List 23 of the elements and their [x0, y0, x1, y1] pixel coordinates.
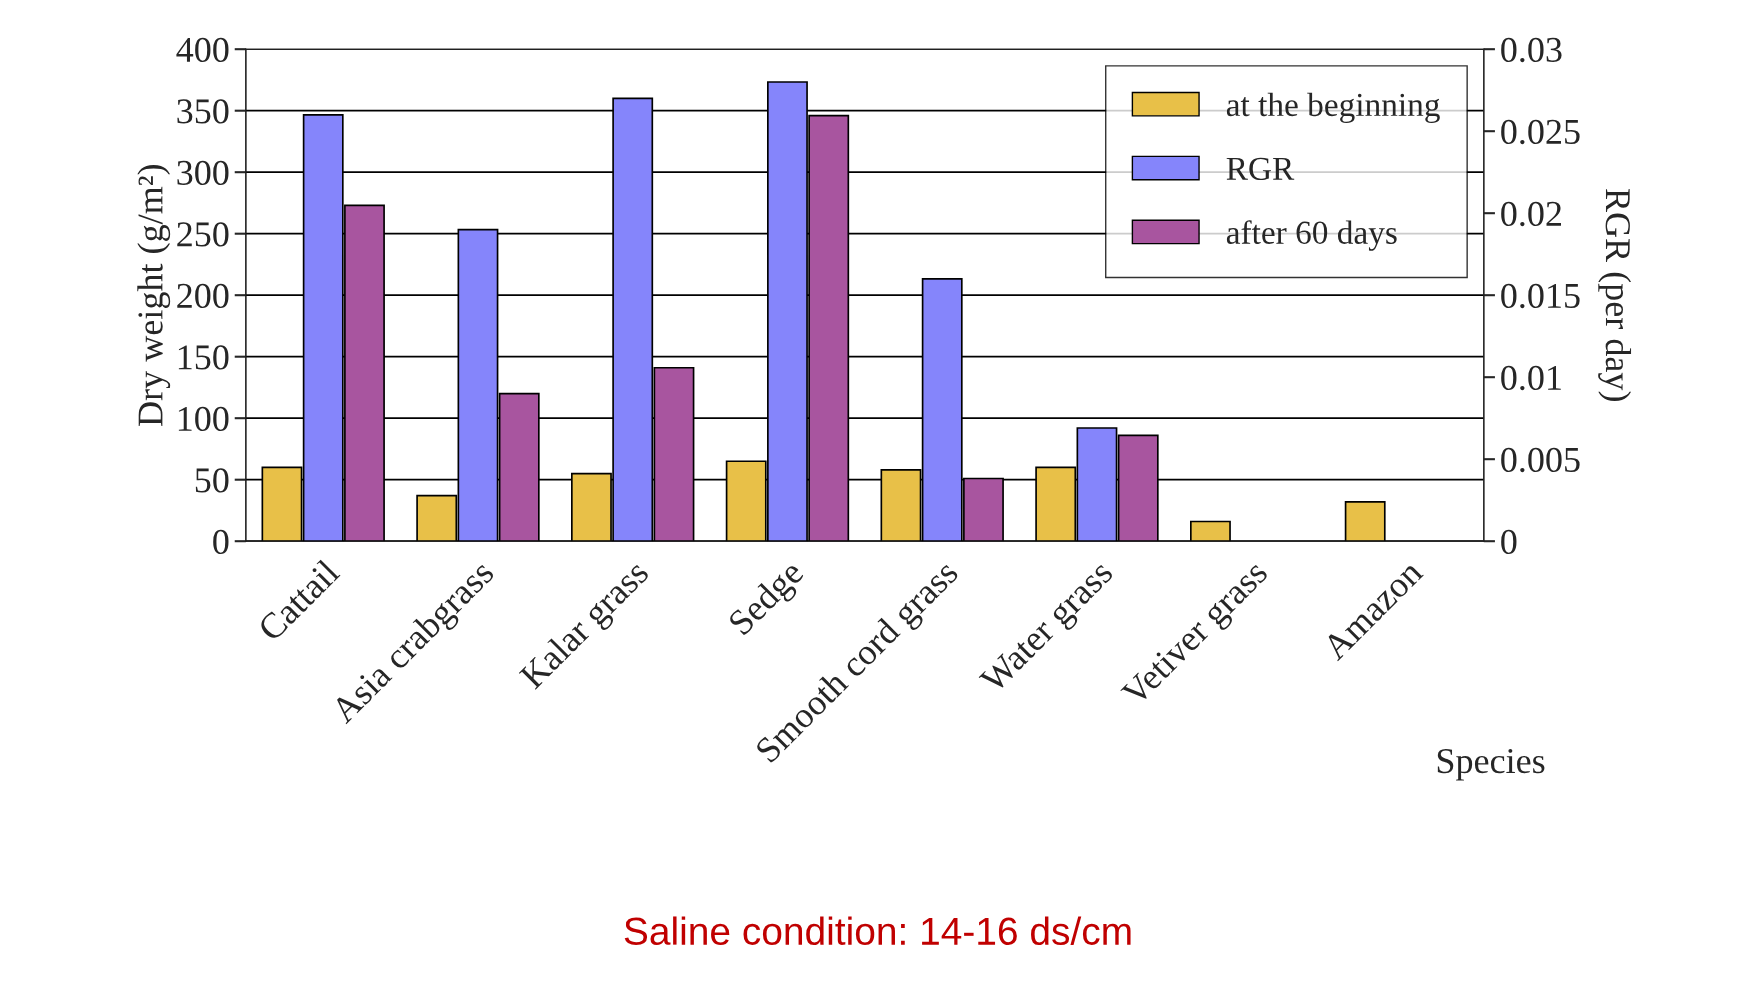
y2-tick-label: 0.025 [1501, 119, 1580, 145]
y-tick-label: 150 [178, 345, 229, 370]
y-tick-label: 400 [176, 37, 229, 63]
y-tick-label: 50 [195, 468, 229, 493]
y2-tick-label: 0.03 [1501, 37, 1562, 63]
y2-tick-label: 0.015 [1501, 283, 1580, 309]
y-tick-label: 200 [177, 283, 229, 309]
legend-label: at the beginning [1226, 92, 1440, 124]
x-axis-title: Species [1437, 748, 1545, 781]
y-tick-label: 350 [177, 99, 229, 124]
y-tick-label: 100 [178, 406, 229, 432]
text: Saline condition: 14-16 ds/cm [624, 916, 1131, 946]
y2-axis-title: RGR (per day) [1598, 188, 1632, 401]
legend-label: after 60 days [1226, 220, 1397, 251]
legend-label: RGR [1226, 157, 1295, 181]
y2-tick-label: 0 [1501, 529, 1517, 555]
y-tick-label: 250 [177, 222, 229, 247]
y2-tick-label: 0.01 [1501, 365, 1561, 391]
y2-tick-label: 0.02 [1501, 201, 1561, 227]
y-tick-label: 0 [213, 529, 229, 555]
y2-tick-label: 0.005 [1501, 447, 1580, 473]
y-tick-label: 300 [177, 160, 229, 186]
y-axis-title: Dry weight (g/m²) [137, 165, 171, 426]
